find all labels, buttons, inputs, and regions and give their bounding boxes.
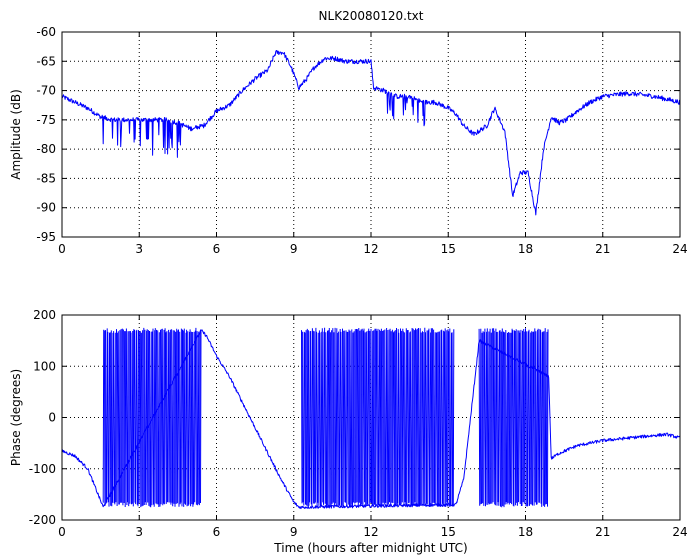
x-tick-label: 9	[290, 525, 298, 539]
x-tick-label: 15	[441, 525, 456, 539]
x-tick-label: 18	[518, 525, 533, 539]
x-tick-label: 12	[363, 242, 378, 256]
x-tick-label: 6	[213, 242, 221, 256]
x-tick-label: 21	[595, 525, 610, 539]
x-tick-label: 24	[672, 525, 687, 539]
x-axis-label: Time (hours after midnight UTC)	[273, 541, 467, 555]
x-tick-label: 15	[441, 242, 456, 256]
phase-wrap-region	[301, 327, 455, 508]
amplitude-panel: 0 3 6 9 12 15 18 21 24 -95 -90 -85 -80 -75 -70 -65 -60 Am…	[9, 25, 688, 256]
y-tick-label: -75	[36, 113, 56, 127]
y-tick-label: 200	[33, 308, 56, 322]
x-tick-label: 21	[595, 242, 610, 256]
y-tick-label: -65	[36, 54, 56, 68]
y-tick-label: -95	[36, 230, 56, 244]
x-tick-label: 12	[363, 525, 378, 539]
x-tick-label: 18	[518, 242, 533, 256]
x-tick-label: 0	[58, 525, 66, 539]
y-tick-label: -60	[36, 25, 56, 39]
amplitude-line	[61, 50, 681, 216]
y-axis-label: Amplitude (dB)	[9, 89, 23, 180]
figure-title: NLK20080120.txt	[319, 9, 424, 23]
x-tick-label: 3	[135, 242, 143, 256]
x-tick-label: 24	[672, 242, 687, 256]
y-tick-label: -100	[29, 462, 56, 476]
y-tick-label: -90	[36, 201, 56, 215]
x-tick-label: 0	[58, 242, 66, 256]
y-tick-label: -85	[36, 171, 56, 185]
phase-wrap-region	[102, 327, 202, 508]
phase-wrap-region	[478, 328, 549, 508]
x-tick-label: 6	[213, 525, 221, 539]
y-tick-label: -70	[36, 84, 56, 98]
x-tick-label: 9	[290, 242, 298, 256]
y-tick-label: -80	[36, 142, 56, 156]
phase-panel: 0 3 6 9 12 15 18 21 24 -200 -100 0 100 200 Phase (degr…	[9, 308, 688, 539]
y-tick-label: 0	[48, 411, 56, 425]
x-tick-label: 3	[135, 525, 143, 539]
y-axis-label: Phase (degrees)	[9, 369, 23, 466]
y-tick-label: -200	[29, 513, 56, 527]
y-tick-label: 100	[33, 359, 56, 373]
